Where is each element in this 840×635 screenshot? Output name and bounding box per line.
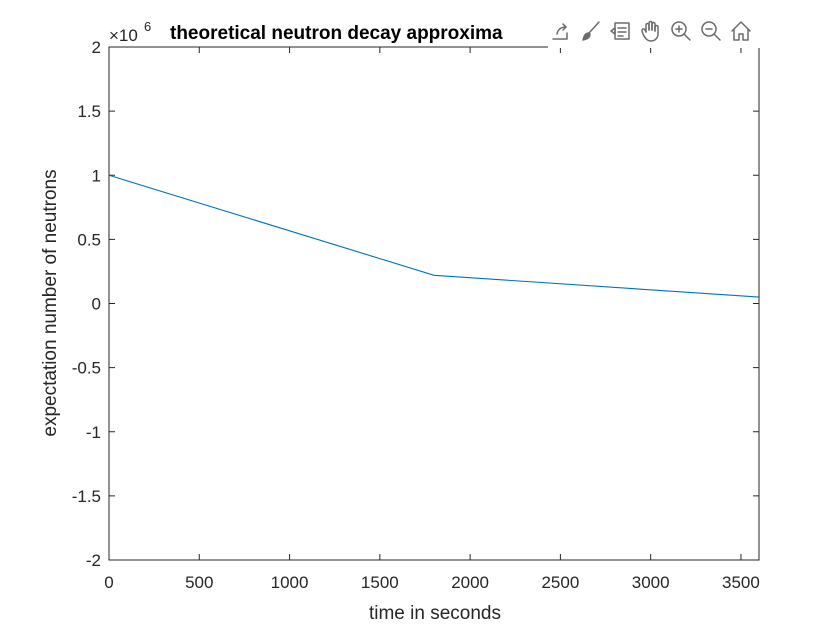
y-tick-label: 1 — [92, 166, 101, 185]
export-button[interactable] — [548, 16, 574, 46]
axes-box — [108, 46, 760, 561]
x-tick-labels: 0 500 1000 1500 2000 2500 3000 3500 — [104, 573, 760, 592]
y-tick-label: 0 — [92, 295, 101, 314]
x-tick-label: 3500 — [722, 573, 760, 592]
export-icon — [552, 23, 568, 40]
y-tick-label: -1.5 — [72, 487, 101, 506]
x-tick-label: 1500 — [361, 573, 399, 592]
x-axis-label: time in seconds — [369, 603, 501, 624]
brush-icon — [582, 21, 600, 41]
y-exponent-base: ×10 — [109, 26, 138, 45]
y-tick-label: -1 — [86, 423, 101, 442]
zoom-out-button[interactable] — [698, 16, 724, 46]
y-tick-labels: -2 -1.5 -1 -0.5 0 0.5 1 1.5 2 — [72, 38, 101, 570]
series-line — [108, 174, 760, 298]
pan-hand-icon — [641, 20, 659, 42]
chart-title: theoretical neutron decay approxima — [170, 23, 503, 44]
y-tick-label: -2 — [86, 551, 101, 570]
zoom-in-button[interactable] — [668, 16, 694, 46]
y-tick-label: -0.5 — [72, 359, 101, 378]
data-tips-icon — [610, 22, 630, 40]
x-tick-label: 0 — [104, 573, 113, 592]
y-exponent-power: 6 — [144, 19, 151, 34]
plot-background — [109, 47, 759, 560]
x-tick-label: 2500 — [541, 573, 579, 592]
zoom-out-icon — [701, 21, 721, 41]
pan-button[interactable] — [638, 16, 664, 46]
data-tips-button[interactable] — [608, 16, 634, 46]
brush-button[interactable] — [578, 16, 604, 46]
zoom-in-icon — [671, 21, 691, 41]
y-tick-label: 0.5 — [77, 230, 101, 249]
axes-toolbar — [548, 14, 762, 48]
y-tick-label: 2 — [92, 38, 101, 57]
home-button[interactable] — [728, 16, 754, 46]
home-icon — [731, 21, 751, 41]
x-tick-label: 2000 — [451, 573, 489, 592]
y-axis-label: expectation number of neutrons — [40, 169, 61, 436]
x-tick-label: 500 — [185, 573, 213, 592]
y-tick-label: 1.5 — [77, 102, 101, 121]
x-tick-label: 1000 — [271, 573, 309, 592]
series-layer — [108, 174, 760, 298]
x-tick-label: 3000 — [632, 573, 670, 592]
